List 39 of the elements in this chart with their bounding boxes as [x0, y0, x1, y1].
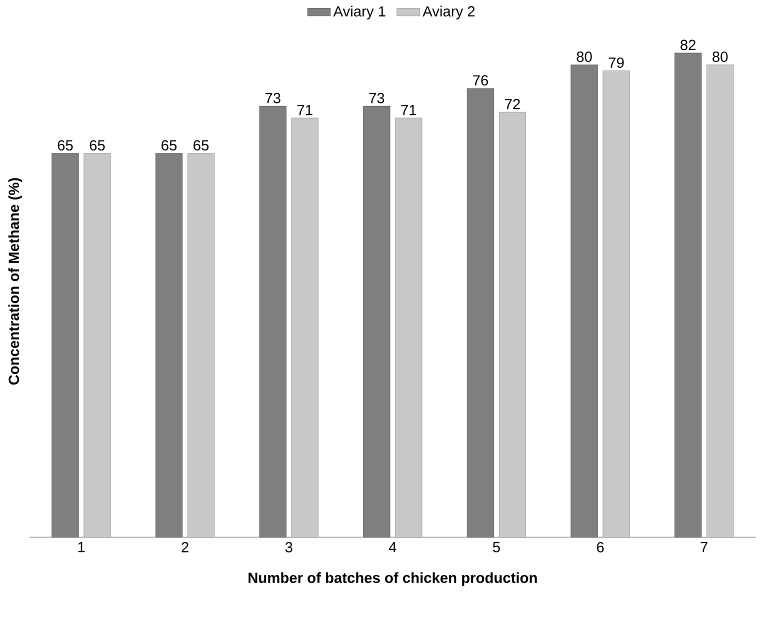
bar	[706, 64, 734, 538]
data-label: 72	[505, 98, 520, 110]
data-label: 80	[712, 52, 728, 62]
data-label: 80	[576, 52, 592, 62]
bar	[187, 153, 215, 538]
x-tick-label: 1	[78, 542, 85, 552]
x-tick-label: 7	[700, 542, 708, 552]
x-axis-title: Number of batches of chicken production	[248, 572, 537, 586]
data-label: 65	[162, 140, 177, 151]
data-label: 79	[608, 57, 624, 68]
data-label: 65	[90, 140, 105, 151]
y-axis-title: Concentration of Methane (%)	[8, 178, 22, 385]
x-tick-label: 3	[285, 542, 292, 552]
bar	[259, 106, 286, 538]
data-label: 65	[194, 140, 209, 151]
bar	[363, 106, 390, 538]
bar	[155, 153, 183, 538]
data-label: 76	[473, 75, 488, 86]
bar	[84, 153, 111, 538]
data-label: 71	[401, 105, 416, 116]
bar	[602, 70, 630, 538]
bar	[291, 118, 318, 538]
bar	[466, 88, 494, 538]
bar	[52, 153, 79, 538]
data-label: 73	[369, 92, 384, 104]
data-label: 73	[265, 92, 280, 104]
data-label: 65	[58, 140, 73, 151]
x-tick-label: 5	[492, 542, 500, 552]
bar	[570, 64, 598, 538]
bar	[395, 118, 422, 538]
x-tick-label: 4	[388, 542, 396, 552]
legend-label: Aviary 1	[333, 6, 386, 20]
legend-label: Aviary 2	[422, 6, 475, 20]
x-tick-label: 6	[596, 542, 604, 552]
bar	[498, 112, 526, 538]
data-label: 71	[297, 105, 312, 116]
bar	[674, 52, 702, 538]
data-label: 82	[680, 40, 696, 50]
x-tick-label: 2	[182, 542, 188, 552]
